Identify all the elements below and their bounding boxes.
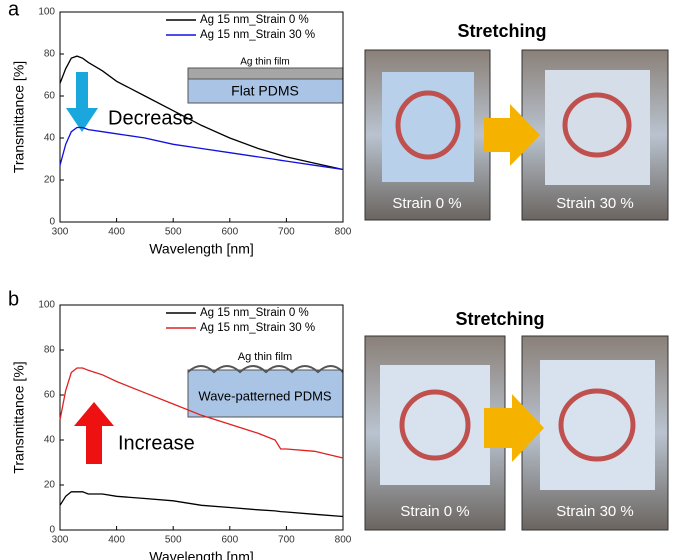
sample — [540, 360, 655, 490]
y-tick-label: 20 — [44, 480, 56, 491]
x-tick-label: 700 — [278, 227, 295, 238]
trend-label: Increase — [118, 432, 195, 454]
legend-label: Ag 15 nm_Strain 30 % — [200, 29, 315, 41]
x-tick-label: 300 — [52, 227, 69, 238]
photo-caption: Strain 0 % — [400, 503, 469, 520]
y-tick-label: 80 — [44, 345, 56, 356]
pattern — [395, 90, 461, 160]
y-tick-label: 40 — [44, 133, 56, 144]
photo-caption: Strain 30 % — [556, 195, 634, 212]
data-line — [59, 55, 344, 171]
pattern — [399, 389, 471, 461]
film-layer — [187, 365, 344, 374]
photo-caption: Strain 30 % — [556, 503, 634, 520]
x-tick-label: 300 — [52, 535, 69, 546]
y-tick-label: 60 — [44, 390, 56, 401]
x-tick-label: 400 — [108, 227, 125, 238]
sample — [545, 70, 650, 185]
y-axis-title: Transmittance [%] — [11, 361, 27, 473]
data-line — [59, 491, 344, 518]
y-tick-label: 100 — [38, 300, 55, 311]
y-tick-label: 60 — [44, 91, 56, 102]
y-tick-label: 0 — [49, 525, 55, 536]
down-arrow — [66, 72, 98, 132]
sample — [380, 365, 490, 485]
panel-label: a — [8, 0, 20, 20]
y-tick-label: 80 — [44, 49, 56, 60]
panel-label: b — [8, 288, 19, 310]
legend-label: Ag 15 nm_Strain 30 % — [200, 322, 315, 334]
x-tick-label: 500 — [165, 535, 182, 546]
x-tick-label: 800 — [335, 535, 352, 546]
film-label: Ag thin film — [240, 57, 289, 68]
photo-title: Stretching — [455, 309, 544, 329]
y-tick-label: 0 — [49, 217, 55, 228]
x-tick-label: 800 — [335, 227, 352, 238]
x-tick-label: 500 — [165, 227, 182, 238]
y-tick-label: 100 — [38, 7, 55, 18]
x-tick-label: 700 — [278, 535, 295, 546]
legend-label: Ag 15 nm_Strain 0 % — [200, 14, 309, 26]
right-arrow — [484, 104, 540, 166]
y-tick-label: 40 — [44, 435, 56, 446]
trend-label: Decrease — [108, 107, 194, 129]
right-arrow — [484, 394, 544, 462]
x-tick-label: 600 — [221, 535, 238, 546]
x-axis-title: Wavelength [nm] — [149, 549, 254, 560]
photo-title: Stretching — [457, 21, 546, 41]
film-layer — [187, 67, 344, 80]
legend-label: Ag 15 nm_Strain 0 % — [200, 307, 309, 319]
x-axis-title: Wavelength [nm] — [149, 241, 254, 257]
data-line — [59, 367, 344, 459]
plot-frame — [59, 11, 344, 223]
x-tick-label: 600 — [221, 227, 238, 238]
film-label: Ag thin film — [238, 351, 292, 363]
substrate — [187, 78, 344, 104]
substrate-label: Wave-patterned PDMS — [198, 388, 332, 403]
y-tick-label: 20 — [44, 175, 56, 186]
up-arrow — [74, 402, 114, 464]
photo-caption: Strain 0 % — [392, 195, 461, 212]
pattern — [562, 92, 632, 158]
substrate-label: Flat PDMS — [231, 83, 299, 99]
y-axis-title: Transmittance [%] — [11, 61, 27, 173]
data-line — [59, 126, 344, 171]
pattern — [558, 388, 636, 462]
x-tick-label: 400 — [108, 535, 125, 546]
